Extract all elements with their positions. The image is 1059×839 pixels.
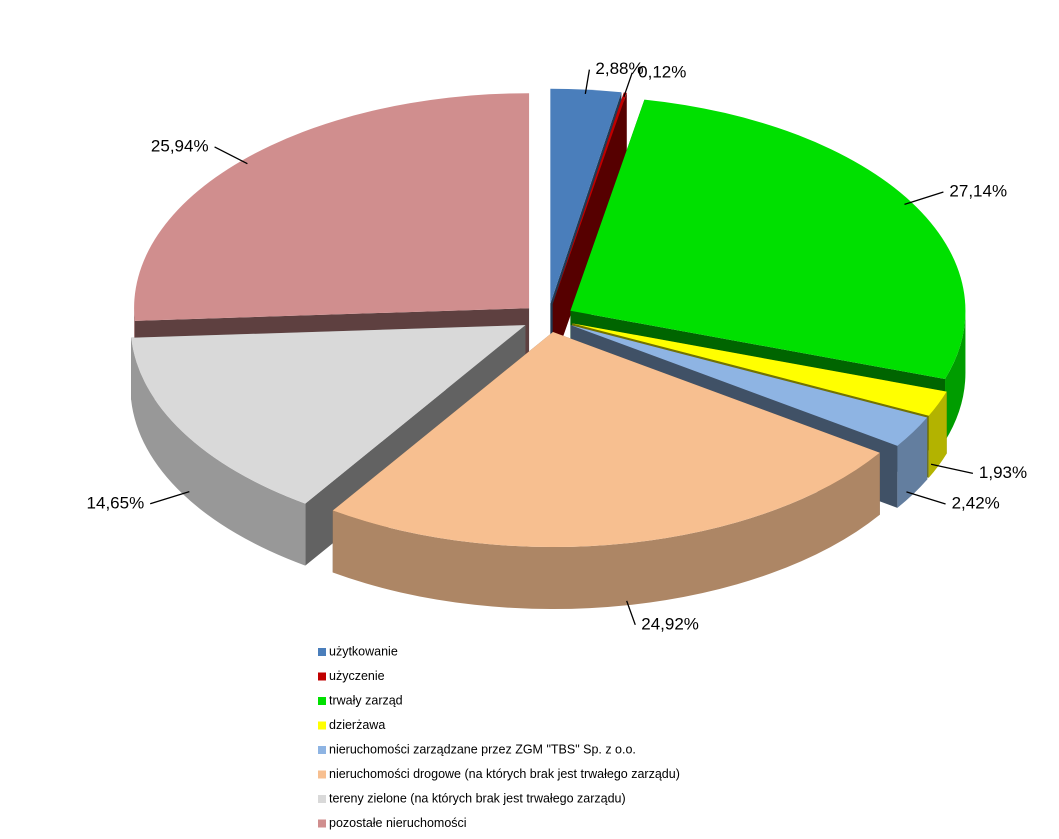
data-label: 27,14% [949, 181, 1007, 200]
slice-top [552, 92, 627, 304]
leader-line [584, 69, 591, 95]
leader-line [906, 491, 946, 505]
slice-side [552, 92, 627, 366]
slice-top [550, 88, 622, 304]
leader-line [904, 191, 944, 205]
slice-top [131, 325, 526, 504]
legend-label: użyczenie [329, 669, 385, 683]
slice-top [332, 332, 880, 548]
legend-label: pozostałe nieruchomości [329, 816, 467, 830]
slice-wall [928, 391, 947, 478]
legend-label: dzierżawa [329, 718, 385, 732]
legend-label: nieruchomości zarządzane przez ZGM "TBS"… [329, 742, 636, 756]
legend-label: tereny zielone (na których brak jest trw… [329, 791, 626, 805]
slice-top [572, 323, 947, 416]
leader-line [150, 491, 190, 505]
legend-swatch [318, 770, 326, 779]
slice-top [570, 99, 966, 380]
slice [552, 92, 627, 366]
legend-label: trwały zarząd [329, 693, 403, 707]
leader-line [626, 600, 636, 626]
data-label: 14,65% [87, 493, 145, 512]
legend-label: użytkowanie [329, 644, 398, 658]
data-label: 24,92% [641, 614, 699, 633]
legend-label: nieruchomości drogowe (na których brak j… [329, 767, 680, 781]
legend-swatch [318, 697, 326, 705]
data-label: 1,93% [979, 463, 1027, 482]
leader-line [930, 463, 974, 474]
data-label: 0,12% [638, 62, 686, 81]
legend-swatch [318, 672, 326, 681]
data-label: 2,42% [952, 493, 1000, 512]
slice-top [134, 93, 530, 321]
legend-swatch [318, 721, 326, 730]
slice-wall [332, 452, 880, 610]
slice-wall [897, 417, 928, 508]
leader-line [214, 146, 248, 165]
slice-top [570, 325, 928, 446]
legend-swatch [318, 795, 326, 803]
legend-swatch [318, 648, 326, 656]
slice [332, 332, 880, 610]
data-label: 2,88% [595, 59, 643, 78]
leader-line [623, 72, 633, 98]
data-label: 25,94% [151, 136, 209, 155]
slice-wall [131, 337, 306, 566]
legend-swatch [318, 746, 326, 754]
legend-swatch [318, 819, 326, 828]
slice-wall [945, 310, 966, 442]
